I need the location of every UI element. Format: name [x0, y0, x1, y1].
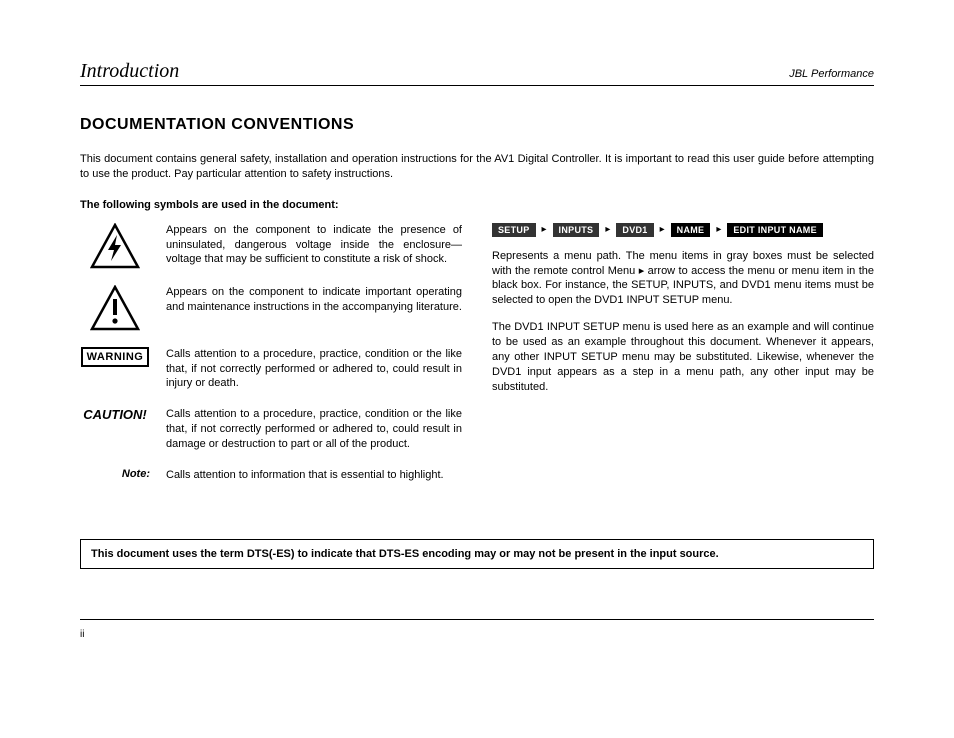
- important-symbol-row: Appears on the component to indicate imp…: [80, 285, 462, 331]
- note-label-cell: Note:: [80, 468, 150, 483]
- menu-item-dvd1: DVD1: [616, 223, 653, 237]
- header-section-title: Introduction: [80, 60, 179, 83]
- menu-item-inputs: INPUTS: [553, 223, 600, 237]
- hazard-text: Appears on the component to indicate the…: [166, 223, 462, 269]
- dts-es-note-box: This document uses the term DTS(-ES) to …: [80, 539, 874, 569]
- important-text: Appears on the component to indicate imp…: [166, 285, 462, 331]
- symbols-heading: The following symbols are used in the do…: [80, 199, 874, 211]
- warning-label: WARNING: [81, 347, 150, 367]
- menu-path-description-2: The DVD1 INPUT SETUP menu is used here a…: [492, 320, 874, 394]
- arrow-icon: ▸: [542, 224, 547, 235]
- caution-row: CAUTION! Calls attention to a procedure,…: [80, 407, 462, 452]
- note-text: Calls attention to information that is e…: [166, 468, 462, 483]
- section-title: DOCUMENTATION CONVENTIONS: [80, 116, 874, 134]
- note-label: Note:: [80, 468, 150, 480]
- warning-label-cell: WARNING: [80, 347, 150, 392]
- hazard-symbol-row: Appears on the component to indicate the…: [80, 223, 462, 269]
- right-column: SETUP ▸ INPUTS ▸ DVD1 ▸ NAME ▸ EDIT INPU…: [492, 223, 874, 499]
- arrow-icon: ▸: [605, 224, 610, 235]
- warning-row: WARNING Calls attention to a procedure, …: [80, 347, 462, 392]
- page-number: ii: [80, 629, 84, 640]
- footer: ii: [80, 619, 874, 642]
- note-row: Note: Calls attention to information tha…: [80, 468, 462, 483]
- intro-paragraph: This document contains general safety, i…: [80, 152, 874, 183]
- header-brand: JBL Performance: [789, 68, 874, 80]
- important-exclamation-icon: [90, 285, 140, 331]
- hazard-icon-cell: [80, 223, 150, 269]
- caution-label: CAUTION!: [83, 407, 147, 422]
- arrow-icon: ▸: [660, 224, 665, 235]
- hazard-voltage-icon: [90, 223, 140, 269]
- arrow-icon: ▸: [716, 224, 721, 235]
- document-page: Introduction JBL Performance DOCUMENTATI…: [0, 0, 954, 738]
- menu-path: SETUP ▸ INPUTS ▸ DVD1 ▸ NAME ▸ EDIT INPU…: [492, 223, 874, 237]
- menu-item-setup: SETUP: [492, 223, 536, 237]
- menu-path-description-1: Represents a menu path. The menu items i…: [492, 249, 874, 308]
- page-header: Introduction JBL Performance: [80, 60, 874, 86]
- two-column-layout: Appears on the component to indicate the…: [80, 223, 874, 499]
- menu-item-edit-input-name: EDIT INPUT NAME: [727, 223, 823, 237]
- warning-text: Calls attention to a procedure, practice…: [166, 347, 462, 392]
- caution-label-cell: CAUTION!: [80, 407, 150, 452]
- left-column: Appears on the component to indicate the…: [80, 223, 462, 499]
- caution-text: Calls attention to a procedure, practice…: [166, 407, 462, 452]
- important-icon-cell: [80, 285, 150, 331]
- menu-item-name: NAME: [671, 223, 711, 237]
